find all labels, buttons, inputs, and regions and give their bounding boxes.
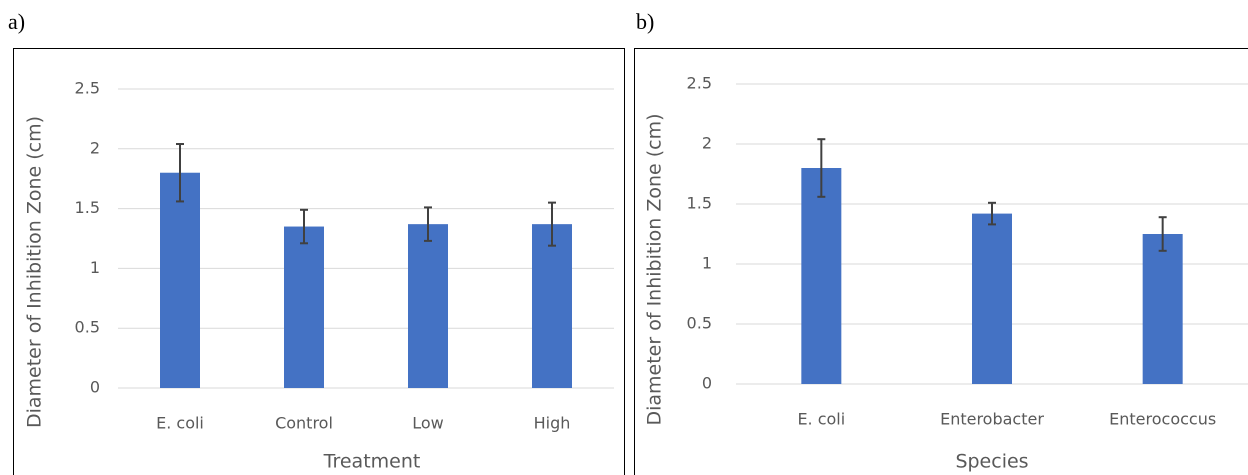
error-bar	[1158, 216, 1167, 252]
error-bar	[988, 201, 996, 226]
x-axis-label: Treatment	[323, 451, 421, 473]
panel-frame	[634, 48, 1248, 475]
y-tick-label: 2	[702, 134, 712, 153]
bar	[801, 168, 842, 384]
error-bar	[300, 208, 308, 245]
y-tick-label: 1.5	[687, 194, 712, 213]
error-bar	[548, 201, 556, 247]
y-tick-label: 1	[90, 258, 100, 277]
x-tick-label: Low	[412, 414, 444, 433]
error-bar	[817, 138, 826, 198]
y-tick-label: 1.5	[75, 198, 100, 217]
y-tick-label: 2	[90, 138, 100, 157]
y-tick-label: 0.5	[687, 314, 712, 333]
y-tick-label: 0	[90, 378, 100, 397]
bar	[160, 172, 200, 388]
x-tick-label: Enterococcus	[1109, 410, 1216, 429]
x-tick-label: Enterobacter	[940, 410, 1044, 429]
bar	[284, 226, 324, 388]
bar	[1142, 234, 1183, 384]
panel-label: a)	[8, 9, 25, 34]
x-tick-label: E. coli	[156, 414, 204, 433]
x-tick-label: E. coli	[797, 410, 845, 429]
y-tick-label: 2.5	[75, 79, 100, 98]
bar	[532, 224, 572, 388]
panel-frame	[13, 48, 625, 475]
y-tick-label: 0	[702, 374, 712, 393]
y-axis-label: Diameter of Inhibition Zone (cm)	[644, 113, 666, 425]
x-tick-label: High	[534, 414, 571, 433]
y-axis-label: Diameter of Inhibition Zone (cm)	[24, 116, 46, 428]
y-tick-label: 0.5	[75, 318, 100, 337]
y-tick-label: 1	[702, 254, 712, 273]
x-tick-label: Control	[275, 414, 333, 433]
error-bar	[176, 143, 184, 203]
panel-label: b)	[636, 9, 654, 34]
bar	[408, 224, 448, 388]
bar	[972, 213, 1012, 384]
error-bar	[424, 206, 432, 242]
x-axis-label: Species	[955, 451, 1028, 473]
y-tick-label: 2.5	[687, 74, 712, 93]
